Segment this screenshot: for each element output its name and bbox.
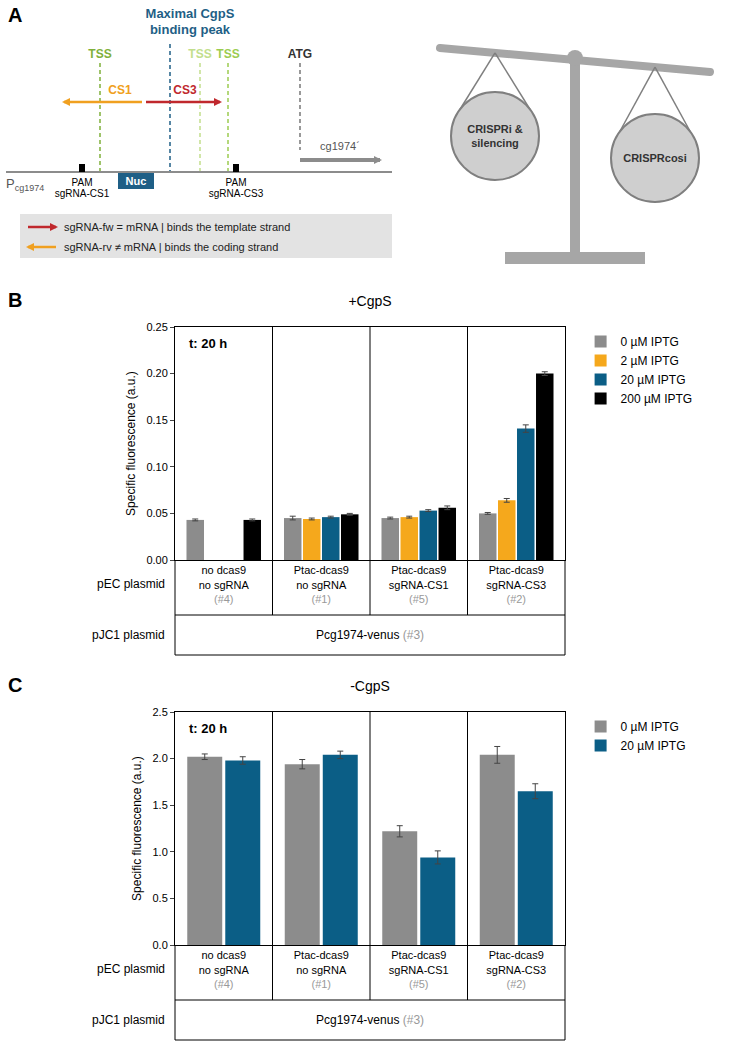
svg-text:TSS: TSS	[88, 47, 111, 61]
svg-text:0 µM IPTG: 0 µM IPTG	[621, 335, 679, 349]
svg-text:TSS: TSS	[188, 47, 211, 61]
svg-text:CS1: CS1	[108, 83, 132, 97]
svg-text:CRISPRcosi: CRISPRcosi	[623, 152, 687, 164]
svg-text:Specific fluorescence (a.u.): Specific fluorescence (a.u.)	[124, 371, 138, 516]
svg-text:pJC1 plasmid: pJC1 plasmid	[92, 628, 165, 642]
svg-text:Specific fluorescence (a.u.): Specific fluorescence (a.u.)	[130, 756, 144, 901]
svg-text:t: 20 h: t: 20 h	[189, 721, 227, 736]
svg-text:sgRNA-rv ≠ mRNA | binds the co: sgRNA-rv ≠ mRNA | binds the coding stran…	[64, 241, 278, 253]
svg-text:1.5: 1.5	[153, 799, 168, 811]
svg-text:Ptac-dcas9sgRNA-CS1(#5): Ptac-dcas9sgRNA-CS1(#5)	[389, 949, 449, 990]
svg-text:Maximal CgpS: Maximal CgpS	[146, 6, 235, 21]
svg-text:binding peak: binding peak	[150, 22, 231, 37]
svg-text:Ptac-dcas9sgRNA-CS3(#2): Ptac-dcas9sgRNA-CS3(#2)	[486, 949, 546, 990]
svg-text:sgRNA-CS1: sgRNA-CS1	[55, 188, 110, 199]
svg-text:20 µM IPTG: 20 µM IPTG	[621, 739, 686, 753]
svg-text:+CgpS: +CgpS	[348, 293, 391, 309]
svg-text:2.5: 2.5	[153, 706, 168, 718]
svg-text:pJC1 plasmid: pJC1 plasmid	[92, 1013, 165, 1027]
svg-text:0 µM IPTG: 0 µM IPTG	[621, 720, 679, 734]
svg-text:1.0: 1.0	[153, 846, 168, 858]
html-text:B: B	[8, 289, 23, 311]
svg-text:TSS: TSS	[216, 47, 239, 61]
svg-text:0.5: 0.5	[153, 892, 168, 904]
svg-text:Ptac-dcas9sgRNA-CS1(#5): Ptac-dcas9sgRNA-CS1(#5)	[389, 564, 449, 605]
svg-text:CRISPRi &: CRISPRi &	[467, 123, 523, 135]
svg-text:0.15: 0.15	[146, 414, 167, 426]
svg-text:Pcg1974-venus (#3): Pcg1974-venus (#3)	[316, 1013, 424, 1027]
svg-text:0.00: 0.00	[146, 554, 167, 566]
html-text:C: C	[8, 674, 23, 696]
svg-text:cg1974´: cg1974´	[320, 140, 360, 152]
svg-text:sgRNA-fw = mRNA | binds the te: sgRNA-fw = mRNA | binds the template str…	[64, 221, 290, 233]
svg-text:0.25: 0.25	[146, 321, 167, 333]
svg-text:sgRNA-CS3: sgRNA-CS3	[209, 188, 264, 199]
svg-text:Ptac-dcas9no sgRNA(#1): Ptac-dcas9no sgRNA(#1)	[294, 564, 349, 605]
svg-text:no dcas9no sgRNA(#4): no dcas9no sgRNA(#4)	[199, 564, 250, 605]
svg-text:0.10: 0.10	[146, 461, 167, 473]
svg-text:20 µM IPTG: 20 µM IPTG	[621, 373, 686, 387]
svg-text:t: 20 h: t: 20 h	[189, 336, 227, 351]
html-text:A: A	[8, 4, 23, 26]
svg-text:silencing: silencing	[471, 137, 519, 149]
svg-text:Pcg1974: Pcg1974	[6, 176, 44, 193]
svg-text:Pcg1974-venus (#3): Pcg1974-venus (#3)	[316, 628, 424, 642]
svg-text:pEC plasmid: pEC plasmid	[97, 577, 165, 591]
svg-text:Ptac-dcas9no sgRNA(#1): Ptac-dcas9no sgRNA(#1)	[294, 949, 349, 990]
svg-text:pEC plasmid: pEC plasmid	[97, 962, 165, 976]
svg-text:CS3: CS3	[173, 83, 197, 97]
svg-text:ATG: ATG	[288, 47, 312, 61]
svg-text:Ptac-dcas9sgRNA-CS3(#2): Ptac-dcas9sgRNA-CS3(#2)	[486, 564, 546, 605]
svg-text:200 µM IPTG: 200 µM IPTG	[621, 392, 693, 406]
svg-text:PAM: PAM	[226, 177, 247, 188]
svg-text:-CgpS: -CgpS	[350, 678, 390, 694]
svg-text:2 µM IPTG: 2 µM IPTG	[621, 354, 679, 368]
svg-text:0.05: 0.05	[146, 507, 167, 519]
svg-text:0.20: 0.20	[146, 367, 167, 379]
svg-text:2.0: 2.0	[153, 752, 168, 764]
svg-text:PAM: PAM	[72, 177, 93, 188]
svg-text:0.0: 0.0	[153, 939, 168, 951]
svg-text:no dcas9no sgRNA(#4): no dcas9no sgRNA(#4)	[199, 949, 250, 990]
svg-text:Nuc: Nuc	[126, 175, 147, 187]
